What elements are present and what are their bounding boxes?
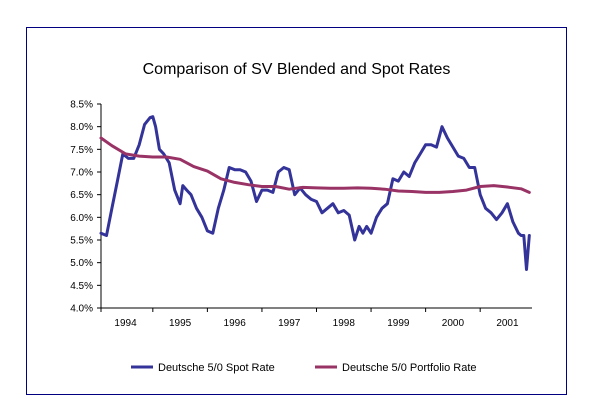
x-tick-label: 1995 [169, 318, 192, 329]
series-line-portfolio-rate [99, 136, 531, 194]
x-tick-label: 1998 [333, 318, 356, 329]
chart-frame [26, 27, 567, 395]
x-tick-label: 1997 [278, 318, 301, 329]
legend-label: Deutsche 5/0 Portfolio Rate [342, 362, 477, 374]
series-line-spot-rate [99, 115, 531, 271]
x-tick-label: 2001 [496, 318, 519, 329]
x-tick-label: 2000 [442, 318, 465, 329]
y-tick-label: 8.5% [70, 100, 93, 111]
chart-title: Comparison of SV Blended and Spot Rates [142, 61, 451, 78]
legend-label: Deutsche 5/0 Spot Rate [158, 362, 275, 374]
y-tick-label: 4.0% [70, 304, 93, 315]
x-tick-label: 1994 [114, 318, 137, 329]
y-tick-label: 8.0% [70, 122, 93, 133]
y-tick-label: 6.0% [70, 213, 93, 224]
y-tick-label: 5.5% [70, 236, 93, 247]
y-tick-label: 5.0% [70, 258, 93, 269]
x-tick-label: 1999 [387, 318, 410, 329]
x-tick-label: 1996 [224, 318, 247, 329]
y-tick-label: 7.0% [70, 168, 93, 179]
y-tick-label: 7.5% [70, 145, 93, 156]
y-tick-label: 4.5% [70, 281, 93, 292]
y-tick-label: 6.5% [70, 190, 93, 201]
